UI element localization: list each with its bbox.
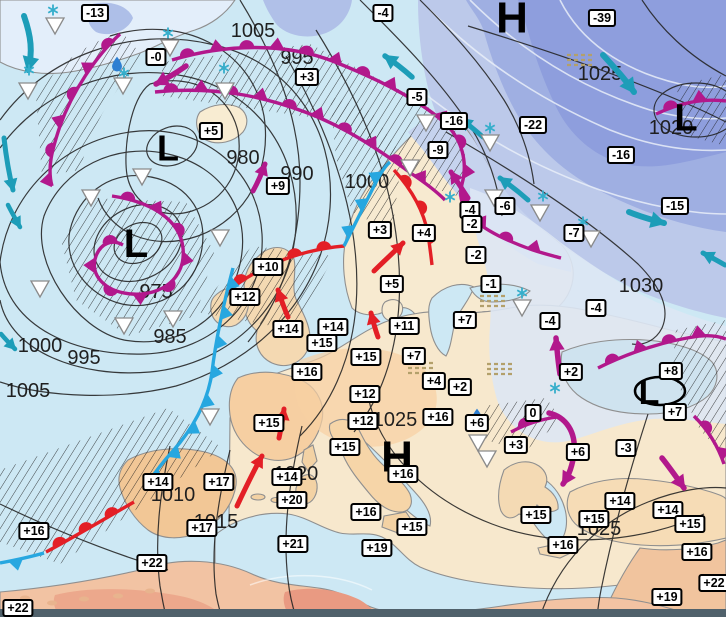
teal-wind-arrow [0, 331, 18, 352]
shower-triangle-icon [580, 230, 602, 249]
purple-wind-arrow [659, 455, 687, 491]
shower-triangle-icon [399, 159, 421, 178]
cold-front [148, 267, 240, 481]
snowflake-icon [162, 27, 174, 39]
isobar-value: 1010 [151, 484, 196, 506]
isobar-value: 1000 [345, 171, 390, 193]
pressure-center-H: H [496, 0, 528, 42]
shower-triangle-icon [467, 434, 489, 453]
red-wind-arrow [274, 287, 291, 320]
purple-wind-arrow [250, 161, 268, 194]
weather-symbol-layer [17, 4, 602, 469]
teal-wind-arrow [700, 250, 726, 268]
isobar-value: 1005 [231, 20, 276, 42]
occluded-front [597, 325, 726, 370]
snowflake-icon [47, 4, 59, 16]
corsica [301, 444, 318, 472]
shower-triangle-icon [29, 280, 51, 299]
occluded-front [655, 89, 726, 116]
isobar-value: 1020 [274, 463, 319, 485]
pressure-center-L: L [674, 97, 697, 139]
fog-icon [567, 53, 593, 67]
purple-wind-arrow [153, 63, 189, 87]
purple-wind-arrow [448, 169, 471, 201]
teal-wind-arrow [600, 52, 637, 95]
isobar-value: 980 [226, 147, 259, 169]
shower-triangle-icon [44, 17, 66, 36]
teal-wind-arrow [497, 175, 531, 203]
red-wind-arrow [366, 310, 381, 340]
teal-wind-arrow [382, 53, 415, 80]
snowflake-icon [484, 122, 496, 134]
shower-triangle-icon [113, 317, 135, 336]
snowflake-icon [537, 190, 549, 202]
map-bottom-bar [0, 609, 726, 617]
balearic-island [250, 493, 266, 501]
shower-triangle-icon [476, 450, 498, 469]
isobar-value: 990 [280, 163, 313, 185]
shower-triangle-icon [131, 168, 153, 187]
cold-front [0, 551, 45, 571]
cold-front [341, 160, 392, 247]
occluded-front [39, 32, 122, 188]
cold-airmass-region [263, 0, 726, 318]
shower-triangle-icon [112, 77, 134, 96]
shower-triangle-icon [415, 114, 437, 133]
snowflake-icon [23, 64, 35, 76]
snowflake-icon [444, 191, 456, 203]
warm-front [45, 500, 135, 554]
fog-icon [480, 294, 506, 308]
teal-wind-arrow [1, 135, 18, 193]
snowflake-icon [118, 67, 130, 79]
isobar-value: 995 [67, 347, 100, 369]
shower-triangle-icon [479, 134, 501, 153]
shower-triangle-icon [17, 82, 39, 101]
shower-triangle-icon [80, 189, 102, 208]
isobar-value: 1020 [649, 117, 694, 139]
isobar-value: 1005 [6, 380, 51, 402]
snowflake-icon [516, 287, 528, 299]
red-wind-arrow [234, 453, 265, 509]
shower-triangle-icon [209, 229, 231, 248]
isobar-value: 1015 [194, 511, 239, 533]
pressure-center-L: L [124, 222, 148, 266]
isobar-value: 1030 [619, 275, 664, 297]
shower-triangle-icon [199, 408, 221, 427]
isobar-value: 1000 [18, 335, 63, 357]
balearic-island [270, 496, 282, 504]
baltic-sea [428, 283, 475, 357]
snowflake-icon [218, 62, 230, 74]
teal-wind-arrow [626, 209, 667, 228]
shower-triangle-icon [162, 310, 184, 329]
red-wind-arrow [371, 240, 406, 274]
pressure-center-H: H [381, 432, 413, 481]
pressure-center-L: L [157, 128, 179, 169]
snowflake-icon [549, 382, 561, 394]
shower-triangle-icon [214, 82, 236, 101]
occluded-front [692, 414, 726, 465]
africa-isotherm [249, 574, 373, 591]
isobar-value: 1025 [577, 518, 622, 540]
isobar-value: 985 [153, 326, 186, 348]
isobar-value: 1025 [373, 409, 418, 431]
shower-triangle-icon [529, 204, 551, 223]
pressure-center-L: L [639, 374, 660, 412]
fog-icon [487, 362, 513, 376]
shower-triangle-icon [511, 299, 533, 318]
teal-wind-arrow [5, 202, 23, 230]
occluded-front [83, 191, 194, 306]
raindrop-icon [112, 56, 122, 72]
